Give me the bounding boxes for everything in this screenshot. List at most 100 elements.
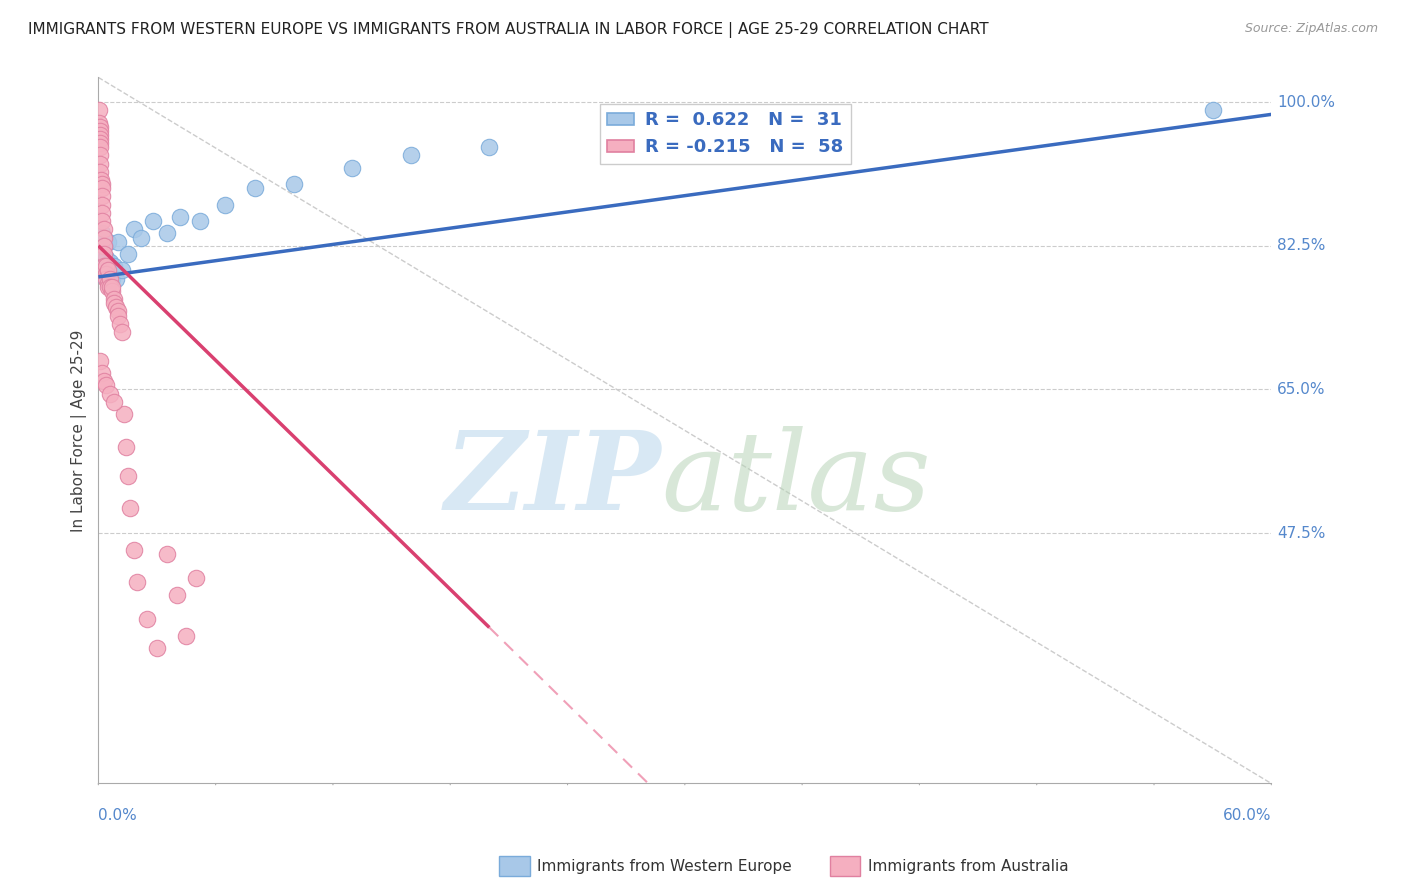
Point	[166, 588, 188, 602]
Point	[93, 238, 115, 252]
Text: IMMIGRANTS FROM WESTERN EUROPE VS IMMIGRANTS FROM AUSTRALIA IN LABOR FORCE | AGE: IMMIGRANTS FROM WESTERN EUROPE VS IMMIGR…	[28, 22, 988, 38]
Point	[169, 210, 191, 224]
Point	[101, 280, 124, 294]
Point	[89, 120, 111, 134]
Point	[90, 173, 112, 187]
Text: Source: ZipAtlas.com: Source: ZipAtlas.com	[1244, 22, 1378, 36]
Point	[93, 222, 115, 236]
Point	[97, 280, 120, 294]
Point	[103, 296, 125, 310]
Point	[342, 161, 364, 175]
Point	[97, 276, 120, 290]
Point	[156, 547, 179, 561]
Point	[117, 247, 139, 261]
Point	[98, 386, 121, 401]
Point	[93, 374, 115, 388]
Point	[131, 230, 153, 244]
Point	[108, 317, 131, 331]
Text: 60.0%: 60.0%	[1223, 808, 1271, 823]
Point	[103, 394, 125, 409]
Point	[107, 235, 129, 249]
Text: 82.5%: 82.5%	[1277, 238, 1326, 253]
Point	[111, 263, 134, 277]
Text: 100.0%: 100.0%	[1277, 95, 1336, 110]
Point	[98, 280, 121, 294]
Point	[91, 366, 114, 380]
Y-axis label: In Labor Force | Age 25-29: In Labor Force | Age 25-29	[72, 329, 87, 532]
Point	[89, 103, 111, 118]
Point	[118, 501, 141, 516]
Point	[89, 268, 111, 282]
Point	[93, 238, 115, 252]
Point	[96, 268, 118, 282]
Point	[91, 206, 114, 220]
Point	[93, 260, 115, 274]
Point	[184, 571, 207, 585]
Text: Immigrants from Western Europe: Immigrants from Western Europe	[537, 859, 792, 873]
Point	[107, 304, 129, 318]
Point	[188, 214, 211, 228]
Point	[98, 276, 121, 290]
Text: 47.5%: 47.5%	[1277, 525, 1326, 541]
Point	[103, 292, 125, 306]
Point	[91, 177, 114, 191]
Point	[89, 132, 111, 146]
Text: 0.0%: 0.0%	[98, 808, 138, 823]
Point	[103, 260, 125, 274]
Point	[136, 612, 159, 626]
Point	[399, 148, 422, 162]
Text: Immigrants from Australia: Immigrants from Australia	[868, 859, 1069, 873]
Point	[91, 197, 114, 211]
Point	[96, 260, 118, 274]
Point	[104, 301, 127, 315]
Point	[96, 271, 118, 285]
Point	[89, 128, 111, 142]
Point	[1201, 103, 1223, 118]
Point	[114, 440, 136, 454]
Point	[112, 407, 135, 421]
Point	[96, 378, 118, 392]
Text: atlas: atlas	[661, 426, 931, 533]
Point	[127, 575, 149, 590]
Point	[478, 140, 501, 154]
Point	[89, 165, 111, 179]
Point	[104, 271, 127, 285]
Point	[111, 325, 134, 339]
Point	[89, 115, 111, 129]
Point	[122, 222, 145, 236]
Point	[156, 227, 179, 241]
Point	[93, 230, 115, 244]
Point	[107, 309, 129, 323]
Point	[96, 268, 118, 282]
Point	[89, 140, 111, 154]
Text: 65.0%: 65.0%	[1277, 382, 1326, 397]
Point	[283, 177, 305, 191]
Point	[91, 181, 114, 195]
Point	[91, 247, 114, 261]
Point	[101, 284, 124, 298]
Point	[243, 181, 266, 195]
Point	[101, 271, 124, 285]
Point	[93, 247, 115, 261]
Point	[93, 230, 115, 244]
Legend: R =  0.622   N =  31, R = -0.215   N =  58: R = 0.622 N = 31, R = -0.215 N = 58	[600, 104, 851, 163]
Point	[89, 124, 111, 138]
Text: ZIP: ZIP	[444, 426, 661, 533]
Point	[89, 243, 111, 257]
Point	[146, 640, 169, 655]
Point	[91, 214, 114, 228]
Point	[93, 260, 115, 274]
Point	[122, 542, 145, 557]
Point	[91, 189, 114, 203]
Point	[97, 235, 120, 249]
Point	[96, 251, 118, 265]
Point	[89, 353, 111, 368]
Point	[214, 197, 236, 211]
Point	[89, 156, 111, 170]
Point	[176, 629, 198, 643]
Point	[142, 214, 165, 228]
Point	[89, 136, 111, 150]
Point	[117, 468, 139, 483]
Point	[98, 271, 121, 285]
Point	[98, 255, 121, 269]
